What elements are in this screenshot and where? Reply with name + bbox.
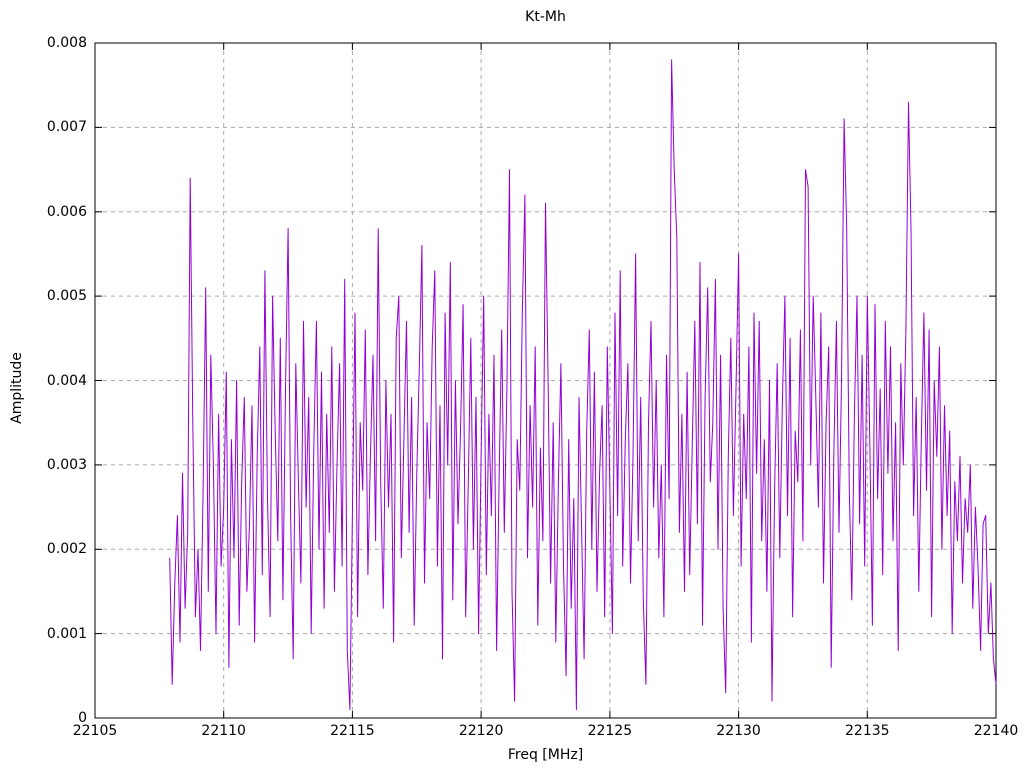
- plot-border: [94, 42, 997, 719]
- y-tick-label: 0: [78, 710, 87, 726]
- chart-title: Kt-Mh: [525, 9, 566, 25]
- y-tick-label: 0.001: [46, 625, 87, 642]
- x-tick-label: 22130: [716, 723, 761, 739]
- x-tick-label: 22140: [973, 723, 1019, 739]
- y-tick-label: 0.005: [46, 288, 87, 305]
- y-tick-label: 0.007: [46, 119, 87, 136]
- y-tick-label: 0.002: [46, 541, 87, 558]
- x-tick-label: 22135: [845, 723, 890, 739]
- y-tick-label: 0.008: [46, 35, 87, 51]
- y-tick-label: 0.004: [46, 372, 87, 389]
- y-tick-label: 0.003: [46, 456, 87, 473]
- x-tick-label: 22120: [458, 723, 504, 739]
- spectrum-trace: [169, 59, 997, 711]
- y-tick-label: 0.006: [46, 203, 87, 220]
- x-axis-title: Freq [MHz]: [507, 747, 584, 763]
- x-tick-label: 22105: [72, 723, 118, 739]
- x-tick-label: 22110: [201, 723, 246, 739]
- x-tick-label: 22125: [587, 723, 633, 739]
- x-tick-label: 22115: [330, 723, 375, 739]
- y-axis-title: Amplitude: [9, 352, 25, 424]
